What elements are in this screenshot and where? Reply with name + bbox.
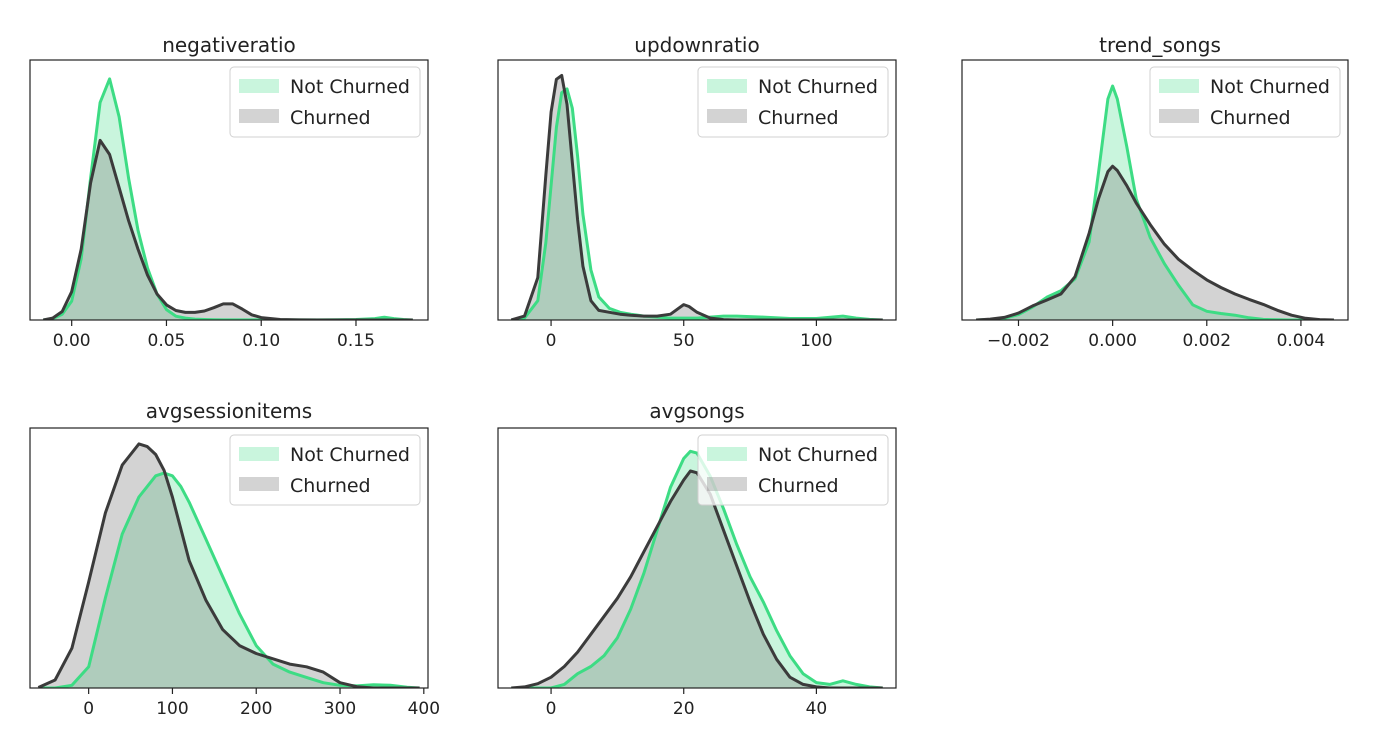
churned-density-line — [511, 469, 883, 688]
x-tick-label: 0.10 — [242, 331, 280, 351]
plot-area — [510, 73, 883, 320]
plot-area — [511, 449, 883, 688]
legend-label-churned: Churned — [290, 107, 371, 129]
x-tick-label: 400 — [408, 699, 440, 719]
legend-box — [1149, 66, 1341, 138]
legend-box — [229, 434, 421, 506]
x-tick-label: 0.004 — [1277, 331, 1326, 351]
x-tick-label: 0.002 — [1182, 331, 1231, 351]
churned-density-fill — [511, 75, 883, 320]
subplot-title: updownratio — [634, 33, 759, 57]
churned-density-fill — [43, 140, 413, 320]
churned-density-fill — [511, 471, 883, 688]
legend-swatch-churned — [239, 109, 279, 123]
x-tick-label: 0.15 — [337, 331, 375, 351]
legend-label-churned: Churned — [758, 475, 839, 497]
subplot-title: trend_songs — [1099, 33, 1221, 57]
not-churned-density-fill — [38, 473, 420, 688]
x-tick-label: 100 — [156, 699, 188, 719]
not-churned-density-fill — [43, 78, 413, 320]
churned-density-line — [510, 73, 883, 320]
not-churned-density-fill — [976, 86, 1334, 320]
legend-label-churned: Churned — [758, 107, 839, 129]
axes-frame — [29, 59, 429, 321]
churned-density-line — [976, 164, 1334, 320]
legend-swatch-churned — [707, 109, 747, 123]
x-tick-label: 50 — [673, 331, 695, 351]
axes-frame — [961, 59, 1349, 321]
legend-label-not-churned: Not Churned — [290, 444, 410, 466]
x-tick-label: 300 — [324, 699, 356, 719]
legend-swatch-not-churned — [707, 447, 747, 461]
axes-frame — [497, 427, 897, 689]
axes-frame — [29, 427, 429, 689]
legend-label-not-churned: Not Churned — [290, 76, 410, 98]
churned-density-fill — [976, 166, 1334, 320]
legend-swatch-not-churned — [239, 447, 279, 461]
x-tick-label: 0 — [546, 331, 557, 351]
legend-box — [229, 66, 421, 138]
axes-frame — [497, 59, 897, 321]
legend-label-churned: Churned — [1210, 107, 1291, 129]
legend-swatch-churned — [1159, 109, 1199, 123]
legend-swatch-not-churned — [707, 79, 747, 93]
subplot-negativeratio: negativeratio 0.00 0.05 0.10 0.15 Not Churne… — [29, 33, 429, 351]
x-tick-label: 200 — [240, 699, 272, 719]
not-churned-density-fill — [511, 88, 883, 320]
legend-swatch-churned — [707, 477, 747, 491]
legend-box — [697, 66, 889, 138]
x-tick-label: 0.05 — [148, 331, 186, 351]
legend-label-not-churned: Not Churned — [1210, 76, 1330, 98]
x-tick-label: 20 — [673, 699, 695, 719]
plot-area — [37, 442, 420, 688]
churned-density-line — [43, 138, 413, 320]
legend-swatch-not-churned — [1159, 79, 1199, 93]
churned-density-line — [37, 442, 420, 688]
x-tick-label: 0 — [83, 699, 94, 719]
x-tick-label: −0.002 — [987, 331, 1050, 351]
subplot-trend-songs: trend_songs −0.002 0.000 0.002 0.004 Not Chu… — [961, 33, 1349, 351]
x-tick-label: 0 — [546, 699, 557, 719]
not-churned-density-fill — [511, 451, 883, 688]
legend-label-not-churned: Not Churned — [758, 76, 878, 98]
subplot-title: avgsongs — [649, 399, 744, 423]
subplot-avgsongs: avgsongs 0 20 40 Not Churned Churned — [497, 399, 897, 719]
legend-label-not-churned: Not Churned — [758, 444, 878, 466]
legend-swatch-churned — [239, 477, 279, 491]
not-churned-density-line — [511, 449, 883, 688]
x-tick-label: 0.00 — [53, 331, 91, 351]
x-tick-label: 100 — [800, 331, 832, 351]
subplot-title: negativeratio — [162, 33, 296, 57]
legend-box — [697, 434, 889, 506]
legend-swatch-not-churned — [239, 79, 279, 93]
x-tick-label: 0.000 — [1088, 331, 1137, 351]
legend-label-churned: Churned — [290, 475, 371, 497]
subplot-updownratio: updownratio 0 50 100 Not Churned Churned — [497, 33, 897, 351]
subplot-title: avgsessionitems — [146, 399, 312, 423]
subplot-avgsessionitems: avgsessionitems 0 100 200 300 400 Not Churned… — [29, 399, 440, 719]
x-tick-label: 40 — [806, 699, 828, 719]
